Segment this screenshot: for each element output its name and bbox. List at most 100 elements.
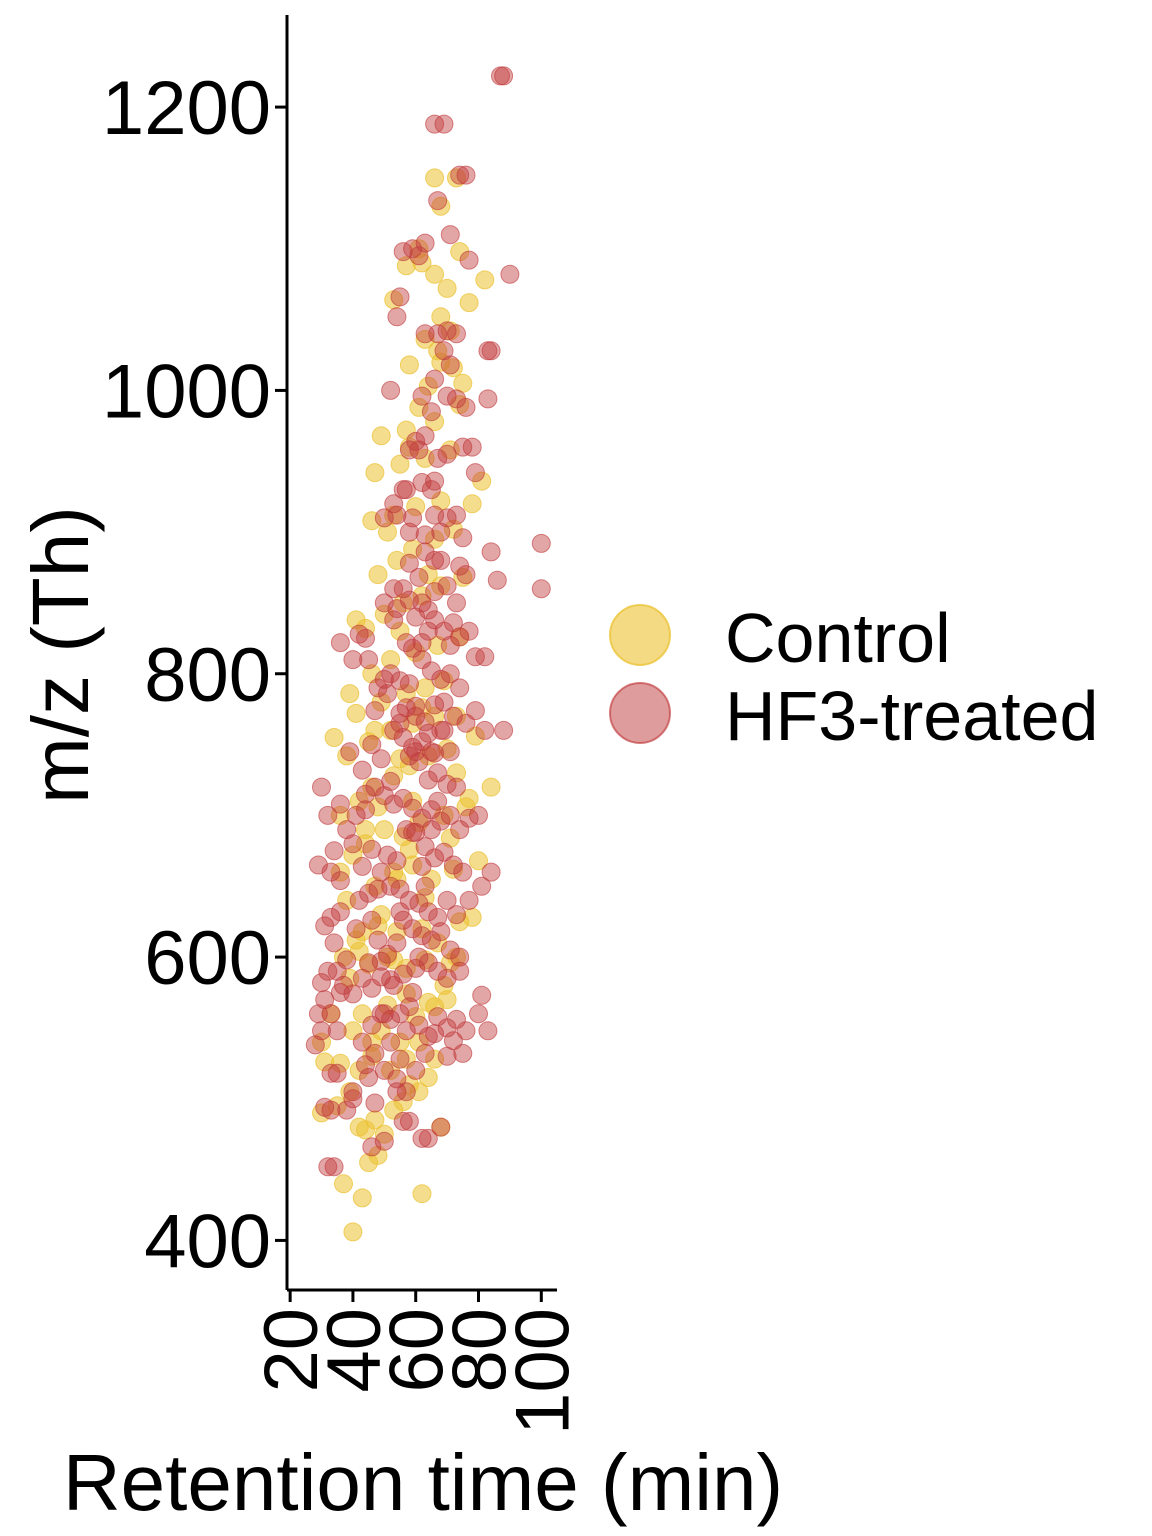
data-point — [475, 270, 495, 290]
data-point — [453, 567, 473, 587]
x-tick-label: 60 — [375, 1308, 460, 1393]
y-tick-label: 600 — [144, 916, 271, 1001]
data-point — [415, 678, 435, 698]
data-point — [462, 437, 482, 457]
points-layer — [305, 66, 551, 1242]
data-point — [356, 800, 375, 820]
y-axis-ticks: 400 600 800 1000 1200 — [102, 66, 287, 1284]
data-point — [409, 567, 429, 587]
data-point — [324, 728, 344, 747]
data-point — [384, 975, 404, 995]
data-point — [390, 713, 410, 733]
data-point — [403, 822, 423, 842]
data-point — [390, 879, 410, 899]
data-point — [374, 1124, 394, 1144]
data-point — [362, 664, 382, 684]
data-point — [396, 633, 416, 653]
data-point — [415, 329, 435, 349]
data-point — [315, 1097, 335, 1117]
data-point — [381, 650, 401, 670]
data-point — [381, 1009, 401, 1029]
y-tick-label: 800 — [144, 633, 271, 718]
data-point — [340, 742, 360, 762]
data-point — [365, 1110, 385, 1130]
data-point — [440, 225, 460, 245]
data-point — [434, 692, 454, 712]
data-point — [412, 856, 432, 876]
data-point — [450, 678, 470, 698]
data-point — [352, 1188, 372, 1208]
data-point — [403, 919, 423, 939]
data-point — [418, 770, 438, 790]
data-point — [368, 930, 388, 950]
data-point — [415, 525, 435, 545]
data-point — [431, 550, 451, 570]
data-point — [494, 66, 514, 86]
data-point — [437, 968, 457, 988]
data-point — [384, 579, 404, 599]
data-point — [393, 964, 413, 984]
data-point — [396, 1049, 416, 1069]
data-point — [418, 600, 438, 620]
data-point — [472, 985, 492, 1005]
data-point — [365, 1043, 385, 1063]
data-point — [431, 1117, 451, 1137]
data-point — [487, 570, 507, 590]
data-point — [371, 749, 391, 769]
data-point — [437, 444, 457, 464]
data-point — [481, 862, 501, 882]
data-point — [334, 1174, 353, 1194]
data-point — [425, 743, 445, 763]
data-point — [374, 1004, 394, 1024]
data-point — [330, 983, 350, 1002]
data-point — [418, 902, 438, 922]
data-point — [390, 1049, 410, 1069]
data-point — [340, 684, 360, 704]
data-point — [359, 883, 379, 903]
data-point — [390, 287, 410, 307]
data-point — [387, 550, 407, 570]
data-point — [387, 307, 407, 327]
data-point — [428, 341, 448, 361]
data-point — [409, 440, 429, 460]
data-point — [390, 1004, 410, 1024]
data-point — [431, 576, 451, 596]
data-point — [352, 856, 372, 876]
data-point — [384, 794, 404, 814]
y-tick-label: 1000 — [102, 349, 271, 434]
data-point — [418, 992, 438, 1012]
data-point — [381, 664, 401, 684]
data-point — [469, 805, 488, 825]
data-point — [443, 358, 463, 378]
data-point — [459, 250, 479, 270]
data-point — [425, 369, 445, 389]
data-point — [308, 1004, 328, 1024]
data-point — [349, 1060, 369, 1080]
data-point — [415, 876, 435, 896]
data-point — [362, 511, 382, 531]
data-point — [425, 505, 445, 525]
data-point — [412, 1128, 432, 1148]
data-point — [415, 888, 435, 908]
data-point — [387, 1082, 407, 1102]
data-point — [381, 970, 401, 990]
data-point — [425, 582, 445, 602]
data-point — [356, 628, 375, 648]
data-point — [359, 650, 379, 670]
data-point — [378, 684, 397, 704]
data-point — [403, 638, 423, 658]
data-point — [437, 890, 457, 910]
data-point — [450, 947, 470, 967]
data-point — [481, 777, 501, 797]
legend-swatch — [609, 682, 671, 744]
data-point — [359, 1068, 379, 1087]
data-point — [456, 165, 476, 185]
data-point — [362, 1015, 382, 1035]
data-point — [421, 480, 441, 500]
data-point — [412, 586, 432, 606]
data-point — [337, 820, 357, 840]
data-point — [415, 837, 435, 857]
data-point — [315, 990, 335, 1010]
